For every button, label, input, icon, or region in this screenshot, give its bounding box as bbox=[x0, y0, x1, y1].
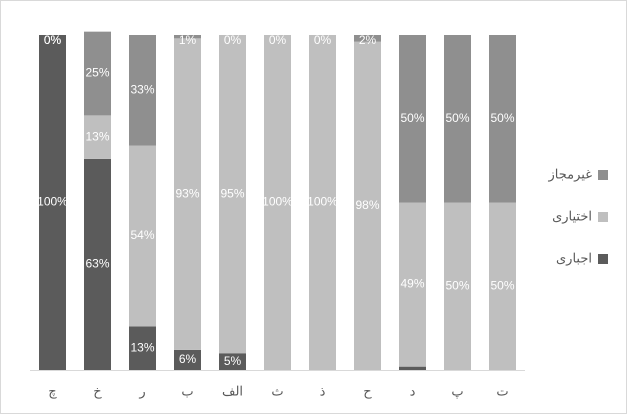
bar-segment bbox=[264, 35, 291, 370]
value-label: 25% bbox=[85, 66, 109, 80]
value-label: 63% bbox=[85, 257, 109, 271]
value-label: 33% bbox=[130, 82, 154, 96]
bar-segment bbox=[219, 35, 246, 354]
bar-segment bbox=[444, 35, 471, 203]
value-label: 50% bbox=[490, 278, 514, 292]
legend-label: غیرمجاز bbox=[548, 168, 593, 183]
x-tick-label: چ bbox=[48, 385, 57, 400]
bar-segment bbox=[399, 202, 426, 367]
bar-segment bbox=[84, 158, 111, 370]
bar-segment bbox=[354, 41, 381, 370]
x-tick-label: الف bbox=[222, 385, 243, 400]
value-label: 49% bbox=[400, 277, 424, 291]
x-tick-label: خ bbox=[93, 385, 102, 400]
bar-segment bbox=[39, 35, 66, 370]
legend-swatch bbox=[598, 254, 608, 264]
x-tick-label: ذ bbox=[320, 385, 326, 400]
bar-segment bbox=[174, 38, 201, 350]
value-label: 2% bbox=[359, 33, 377, 47]
value-label: 50% bbox=[490, 111, 514, 125]
value-label: 54% bbox=[130, 228, 154, 242]
bar-segment bbox=[444, 202, 471, 370]
value-label: 0% bbox=[44, 33, 62, 47]
bar-segment bbox=[219, 353, 246, 370]
bar-segment bbox=[129, 145, 156, 327]
value-label: 100% bbox=[307, 195, 338, 209]
value-label: 100% bbox=[37, 195, 68, 209]
value-label: 93% bbox=[175, 186, 199, 200]
x-tick-label: ح bbox=[363, 385, 372, 400]
value-label: 0% bbox=[224, 33, 242, 47]
value-label: 100% bbox=[262, 195, 293, 209]
value-label: 6% bbox=[179, 352, 197, 366]
x-tick-label: ث bbox=[271, 385, 283, 400]
bar-segment bbox=[309, 35, 336, 370]
legend-label: اختیاری bbox=[552, 210, 592, 225]
legend-label: اجباری bbox=[556, 252, 592, 267]
legend-swatch bbox=[598, 170, 608, 180]
value-label: 5% bbox=[224, 354, 242, 368]
x-tick-label: ت bbox=[496, 385, 508, 400]
bar-segment bbox=[489, 35, 516, 203]
value-label: 1% bbox=[179, 33, 197, 47]
x-tick-label: ب bbox=[181, 385, 193, 400]
x-tick-label: ر bbox=[138, 385, 145, 400]
x-tick-label: د bbox=[410, 385, 416, 400]
bar-segment bbox=[129, 35, 156, 146]
value-label: 0% bbox=[269, 33, 287, 47]
value-label: 95% bbox=[220, 186, 244, 200]
value-label: 13% bbox=[130, 340, 154, 354]
bar-segment bbox=[399, 35, 426, 203]
value-label: 0% bbox=[44, 33, 62, 47]
legend-swatch bbox=[598, 212, 608, 222]
bar-segment bbox=[399, 366, 426, 370]
bar-segment bbox=[84, 115, 111, 159]
value-label: 0% bbox=[314, 33, 332, 47]
bar-segment bbox=[489, 202, 516, 370]
bar-segment bbox=[174, 35, 201, 39]
value-label: 50% bbox=[445, 278, 469, 292]
bar-segment bbox=[354, 35, 381, 42]
value-label: 50% bbox=[400, 111, 424, 125]
value-label: 13% bbox=[85, 129, 109, 143]
value-label: 50% bbox=[445, 111, 469, 125]
bar-segment bbox=[174, 349, 201, 370]
value-label: 98% bbox=[355, 198, 379, 212]
bar-segment bbox=[84, 31, 111, 116]
x-tick-label: پ bbox=[451, 385, 463, 400]
bar-segment bbox=[129, 326, 156, 370]
